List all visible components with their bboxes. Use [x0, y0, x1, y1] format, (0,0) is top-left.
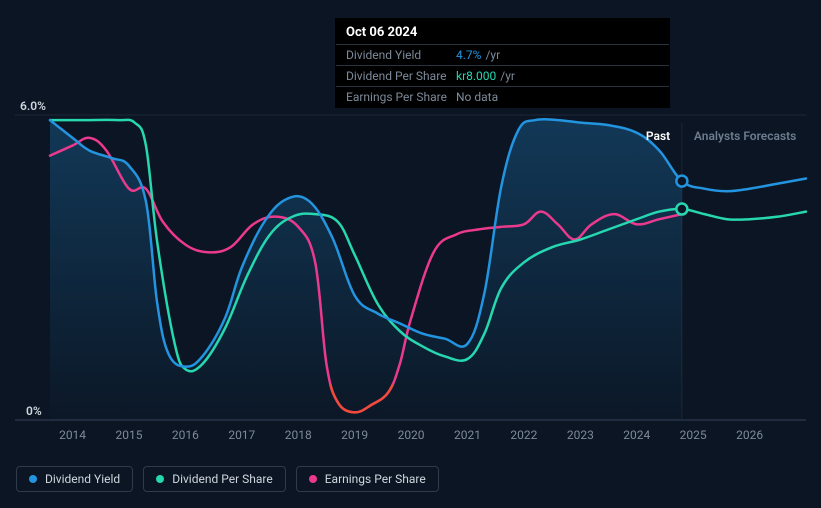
legend-dividend-yield[interactable]: Dividend Yield: [16, 466, 133, 492]
past-section-label: Past: [646, 129, 670, 143]
legend-label: Dividend Per Share: [172, 472, 273, 486]
x-tick-label: 2022: [510, 428, 537, 442]
x-tick-label: 2015: [115, 428, 142, 442]
x-tick-label: 2025: [680, 428, 707, 442]
legend-dividend-per-share[interactable]: Dividend Per Share: [143, 466, 286, 492]
tooltip-row-label: Dividend Per Share: [346, 69, 456, 83]
chart-legend: Dividend Yield Dividend Per Share Earnin…: [16, 466, 439, 492]
x-tick-label: 2024: [623, 428, 650, 442]
tooltip-date: Oct 06 2024: [336, 19, 669, 45]
tooltip-row-value: No data: [456, 90, 498, 104]
x-tick-label: 2017: [228, 428, 255, 442]
tooltip-row-value: kr8.000/yr: [456, 69, 515, 83]
y-axis-min-label: 0%: [26, 404, 42, 418]
chart-tooltip: Oct 06 2024 Dividend Yield4.7%/yrDividen…: [335, 18, 670, 108]
y-axis-max-label: 6.0%: [20, 99, 46, 113]
legend-dot-icon: [29, 475, 37, 483]
tooltip-row: Earnings Per ShareNo data: [336, 87, 669, 107]
x-tick-label: 2019: [341, 428, 368, 442]
tooltip-row-value: 4.7%/yr: [456, 48, 500, 62]
x-tick-label: 2014: [59, 428, 86, 442]
dividend-chart: Oct 06 2024 Dividend Yield4.7%/yrDividen…: [0, 0, 821, 508]
x-tick-label: 2020: [398, 428, 425, 442]
legend-dot-icon: [309, 475, 317, 483]
tooltip-row-label: Earnings Per Share: [346, 90, 456, 104]
forecast-section-label: Analysts Forecasts: [694, 129, 796, 143]
tooltip-row: Dividend Yield4.7%/yr: [336, 45, 669, 66]
legend-earnings-per-share[interactable]: Earnings Per Share: [296, 466, 439, 492]
legend-label: Earnings Per Share: [325, 472, 426, 486]
legend-dot-icon: [156, 475, 164, 483]
tooltip-row: Dividend Per Sharekr8.000/yr: [336, 66, 669, 87]
x-tick-label: 2023: [567, 428, 594, 442]
legend-label: Dividend Yield: [45, 472, 120, 486]
x-tick-label: 2021: [454, 428, 481, 442]
x-tick-label: 2026: [736, 428, 763, 442]
x-tick-label: 2018: [285, 428, 312, 442]
x-tick-label: 2016: [172, 428, 199, 442]
tooltip-row-label: Dividend Yield: [346, 48, 456, 62]
